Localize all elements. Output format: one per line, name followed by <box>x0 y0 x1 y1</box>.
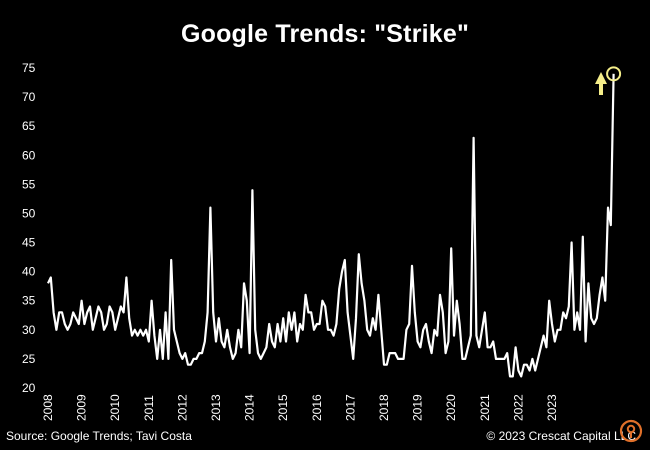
x-tick-label: 2022 <box>511 394 525 421</box>
x-tick-label: 2012 <box>175 394 189 421</box>
plot-area <box>47 73 615 378</box>
x-tick-label: 2018 <box>377 394 391 421</box>
series-line <box>47 73 615 378</box>
peak-highlight-circle <box>606 66 622 82</box>
annotations <box>595 66 622 95</box>
y-tick-label: 70 <box>22 90 36 104</box>
x-tick-label: 2013 <box>209 394 223 421</box>
chart-title: Google Trends: "Strike" <box>180 20 470 48</box>
y-tick-label: 65 <box>22 119 36 133</box>
x-axis: 2008 2009 2010 2011 2012 2013 2014 2015 2016 2017… <box>41 394 559 421</box>
y-tick-label: 20 <box>22 381 36 395</box>
source-note: Source: Google Trends; Tavi Costa <box>6 429 192 443</box>
x-tick-label: 2009 <box>75 394 89 421</box>
x-tick-label: 2015 <box>276 394 290 421</box>
y-tick-label: 35 <box>22 294 36 308</box>
x-tick-label: 2010 <box>108 394 122 421</box>
y-tick-label: 30 <box>22 323 36 337</box>
y-axis: 20 25 30 35 40 45 50 55 60 65 70 75 <box>22 61 36 395</box>
x-tick-label: 2014 <box>243 394 257 421</box>
x-tick-label: 2023 <box>545 394 559 421</box>
y-tick-label: 75 <box>22 61 36 75</box>
y-tick-label: 40 <box>22 265 36 279</box>
y-tick-label: 45 <box>22 236 36 250</box>
x-tick-label: 2019 <box>411 394 425 421</box>
copyright-note: © 2023 Crescat Capital LLC <box>486 429 636 443</box>
x-tick-label: 2016 <box>310 394 324 421</box>
arrow-up-icon <box>595 72 607 95</box>
y-tick-label: 50 <box>22 206 36 220</box>
x-tick-label: 2020 <box>444 394 458 421</box>
x-tick-label: 2021 <box>478 394 492 421</box>
x-tick-label: 2011 <box>142 395 156 421</box>
y-tick-label: 60 <box>22 148 36 162</box>
x-tick-label: 2017 <box>343 394 357 421</box>
y-tick-label: 25 <box>22 352 36 366</box>
crescat-logo-icon <box>619 419 643 443</box>
x-tick-label: 2008 <box>41 394 55 421</box>
y-tick-label: 55 <box>22 177 36 191</box>
